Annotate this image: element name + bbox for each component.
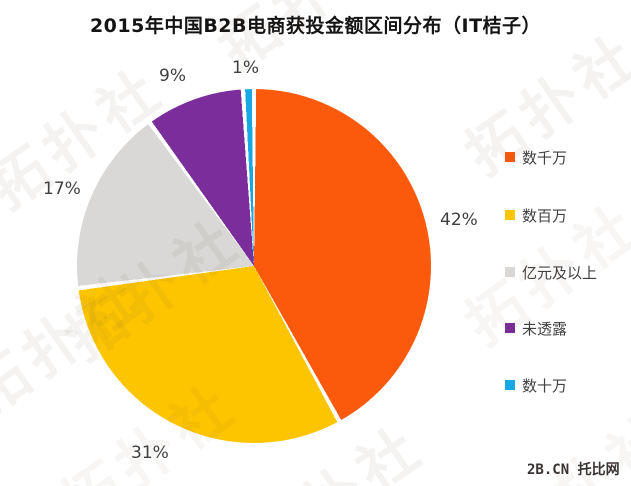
slice-percent-label: 1% xyxy=(232,58,259,78)
legend-label: 数百万 xyxy=(522,206,568,225)
legend-item: 数十万 xyxy=(505,376,568,395)
legend-swatch-icon xyxy=(505,267,515,277)
site-brand-text: 2B.CN 托比网 xyxy=(527,462,620,478)
slice-percent-label: 31% xyxy=(131,443,169,463)
legend-item: 亿元及以上 xyxy=(505,263,598,282)
legend-label: 数千万 xyxy=(522,148,568,167)
chart-title: 2015年中国B2B电商获投金额区间分布（IT桔子） xyxy=(89,15,542,37)
legend-item: 未透露 xyxy=(505,319,568,338)
legend-swatch-icon xyxy=(505,323,515,333)
slice-percent-label: 9% xyxy=(159,66,186,86)
pie-chart xyxy=(77,89,431,443)
legend-swatch-icon xyxy=(505,380,515,390)
legend-label: 数十万 xyxy=(522,376,568,395)
legend-swatch-icon xyxy=(505,210,515,220)
legend-item: 数千万 xyxy=(505,148,568,167)
legend-label: 亿元及以上 xyxy=(522,263,598,282)
legend-label: 未透露 xyxy=(522,319,568,338)
legend-swatch-icon xyxy=(505,152,515,162)
legend-item: 数百万 xyxy=(505,206,568,225)
slice-percent-label: 17% xyxy=(43,179,81,199)
slice-percent-label: 42% xyxy=(440,210,478,230)
